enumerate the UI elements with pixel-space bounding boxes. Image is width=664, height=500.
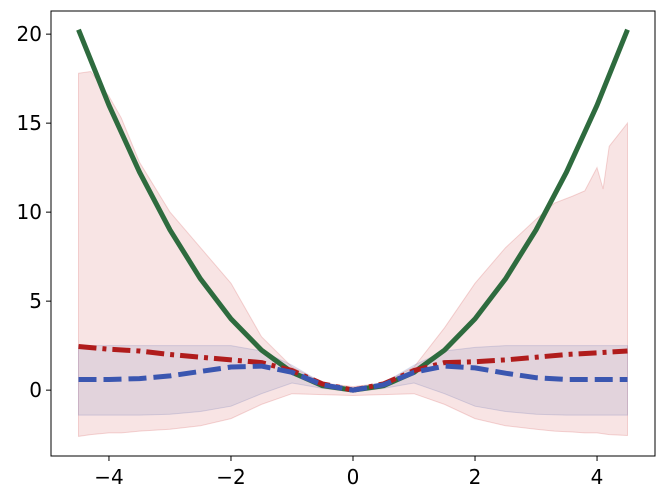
series-lines [76,28,630,393]
x-tick-label: 2 [469,465,482,489]
confidence-band-1 [78,70,628,437]
x-tick-label: −4 [94,465,123,489]
y-tick-label: 5 [29,289,42,313]
y-tick-label: 0 [29,378,42,402]
series-line-3 [78,363,628,393]
confidence-bands [78,70,628,437]
x-tick-label: 0 [347,465,360,489]
x-tick-label: 4 [591,465,604,489]
y-tick-label: 10 [17,200,42,224]
x-axis: −4 −2 0 2 4 [94,456,603,489]
y-tick-label: 20 [17,22,42,46]
y-axis: 0 5 10 15 20 [17,22,51,402]
x-tick-label: −2 [216,465,245,489]
y-tick-label: 15 [17,111,42,135]
